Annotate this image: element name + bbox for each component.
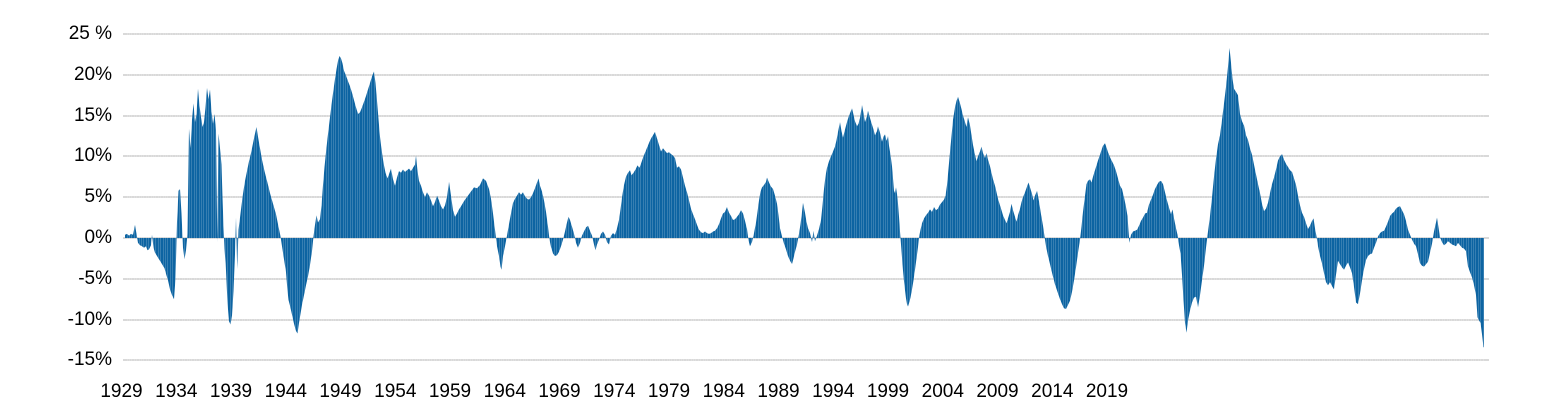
x-axis-label: 1989: [757, 381, 800, 402]
y-axis-label: 0%: [84, 227, 112, 248]
x-axis-label: 2004: [921, 381, 964, 402]
y-axis-label: 10%: [73, 145, 112, 167]
x-axis-label: 1969: [538, 381, 581, 402]
x-axis-label: 1974: [593, 381, 636, 402]
y-axis-label: 15%: [73, 104, 112, 126]
x-axis-label: 1954: [374, 381, 417, 402]
y-axis-label: 20%: [73, 63, 112, 85]
x-axis-label: 2014: [1031, 381, 1074, 402]
x-axis-label: 1979: [647, 381, 691, 402]
x-axis-label: 2019: [1085, 381, 1129, 402]
x-axis-label: 1949: [319, 381, 362, 402]
bar-series-area: [125, 47, 1484, 348]
y-axis-label: 5%: [84, 186, 112, 208]
x-axis-label: 1994: [812, 381, 855, 402]
x-axis-label: 2009: [976, 381, 1019, 402]
x-axis-label: 1964: [483, 381, 526, 402]
y-axis-label: -5%: [78, 267, 112, 289]
y-axis-label: -10%: [67, 308, 112, 330]
y-axis-label: 25 %: [68, 23, 112, 44]
y-axis-label: -15%: [67, 349, 112, 371]
x-axis-label: 1984: [702, 381, 745, 402]
x-axis-label: 1929: [100, 381, 143, 402]
x-axis-label: 1934: [155, 381, 198, 402]
x-axis-label: 1959: [428, 381, 472, 402]
x-axis-label: 1999: [866, 381, 910, 402]
x-axis-label: 1944: [264, 381, 307, 402]
x-axis-label: 1939: [209, 381, 253, 402]
